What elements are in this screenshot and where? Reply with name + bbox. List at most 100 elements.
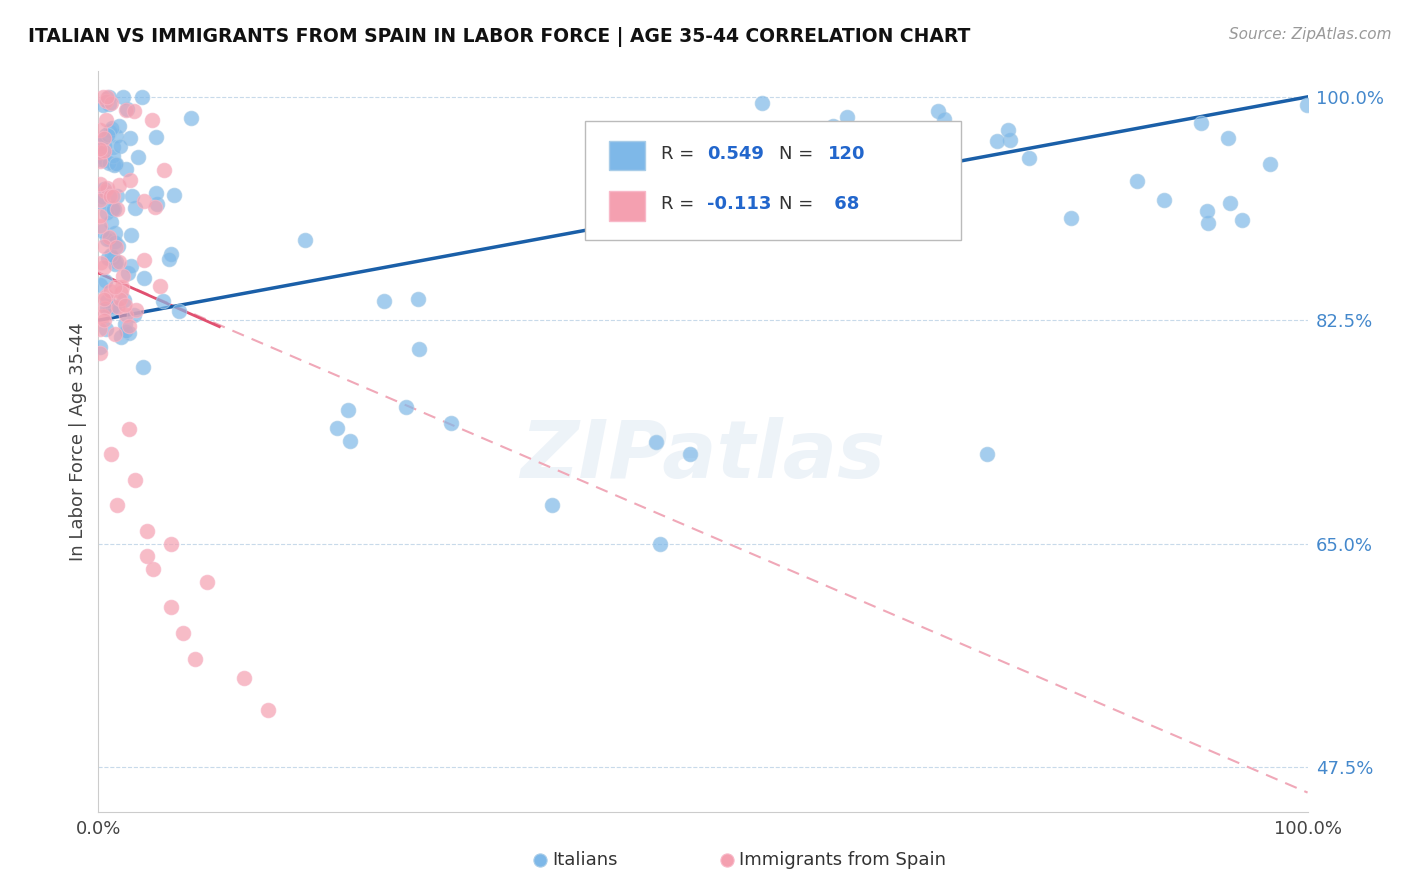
Point (180, 111, 202, 125)
Point (104, 280, 127, 294)
Point (142, 562, 165, 576)
Point (103, 301, 125, 315)
Point (976, 447, 998, 461)
Point (124, 201, 146, 215)
Point (98, 97, 121, 112)
Point (112, 269, 135, 284)
Point (94, 113, 117, 128)
FancyBboxPatch shape (585, 121, 960, 240)
Point (89, 209, 111, 223)
Point (100, 300, 122, 314)
Point (96, 90, 118, 104)
Point (104, 327, 127, 342)
Point (256, 703, 278, 717)
Point (96, 180, 118, 194)
Point (89, 322, 111, 336)
Point (160, 600, 183, 615)
Point (103, 202, 125, 216)
Point (96, 232, 118, 246)
Point (103, 158, 125, 172)
Point (101, 201, 124, 215)
Point (94, 184, 117, 198)
Point (89, 123, 111, 137)
Point (94, 301, 117, 315)
Point (1126, 174, 1149, 188)
Point (96, 288, 118, 302)
Point (195, 574, 218, 589)
Point (132, 360, 155, 375)
Point (927, 103, 949, 118)
Point (124, 473, 146, 487)
Point (115, 324, 138, 338)
Point (122, 309, 145, 323)
Text: ITALIAN VS IMMIGRANTS FROM SPAIN IN LABOR FORCE | AGE 35-44 CORRELATION CHART: ITALIAN VS IMMIGRANTS FROM SPAIN IN LABO… (28, 27, 970, 46)
Point (932, 112, 955, 126)
Point (93, 182, 115, 196)
Point (100, 95, 122, 110)
Point (821, 119, 844, 133)
Point (835, 111, 858, 125)
Point (105, 189, 128, 203)
Point (101, 251, 124, 265)
Point (93, 260, 115, 274)
Point (395, 400, 418, 414)
Point (120, 259, 142, 273)
Point (110, 285, 132, 299)
Point (103, 149, 125, 163)
Point (115, 161, 138, 176)
Point (135, 524, 157, 538)
Point (89, 345, 111, 359)
Point (1197, 216, 1219, 230)
Point (1018, 151, 1040, 165)
Point (118, 326, 141, 341)
Point (172, 626, 194, 640)
Point (114, 103, 136, 118)
Point (89, 136, 111, 150)
Point (105, 202, 128, 216)
Point (89, 194, 111, 209)
Point (1189, 116, 1212, 130)
Point (100, 447, 122, 461)
Point (110, 329, 132, 343)
Point (678, 447, 700, 461)
Point (104, 157, 127, 171)
Point (94, 274, 117, 288)
Point (152, 163, 174, 178)
Point (1060, 211, 1083, 225)
Point (108, 292, 131, 306)
Point (101, 120, 124, 135)
Point (103, 235, 125, 250)
Point (135, 549, 157, 564)
Point (96, 293, 118, 308)
Point (122, 104, 145, 119)
Point (98, 189, 121, 203)
Point (90, 256, 112, 270)
Point (114, 298, 136, 312)
Point (96, 252, 118, 266)
Point (107, 300, 129, 314)
Point (721, 177, 744, 191)
FancyBboxPatch shape (609, 141, 645, 170)
Point (89, 194, 111, 208)
Point (1230, 212, 1253, 227)
Point (115, 102, 138, 116)
Point (169, 304, 191, 318)
Text: 0.549: 0.549 (707, 145, 763, 163)
Point (89, 340, 111, 354)
Point (107, 239, 129, 253)
Y-axis label: In Labor Force | Age 35-44: In Labor Force | Age 35-44 (69, 322, 87, 561)
Point (751, 95, 773, 110)
Point (100, 248, 122, 262)
Point (96, 322, 118, 336)
Point (120, 227, 142, 242)
Point (1219, 196, 1241, 211)
Point (108, 255, 131, 269)
Point (104, 226, 127, 240)
Point (98, 284, 121, 298)
Point (1296, 98, 1319, 112)
Point (339, 434, 361, 448)
Point (91, 224, 114, 238)
Point (1218, 131, 1240, 145)
Point (143, 200, 166, 214)
Text: R =: R = (661, 195, 700, 213)
